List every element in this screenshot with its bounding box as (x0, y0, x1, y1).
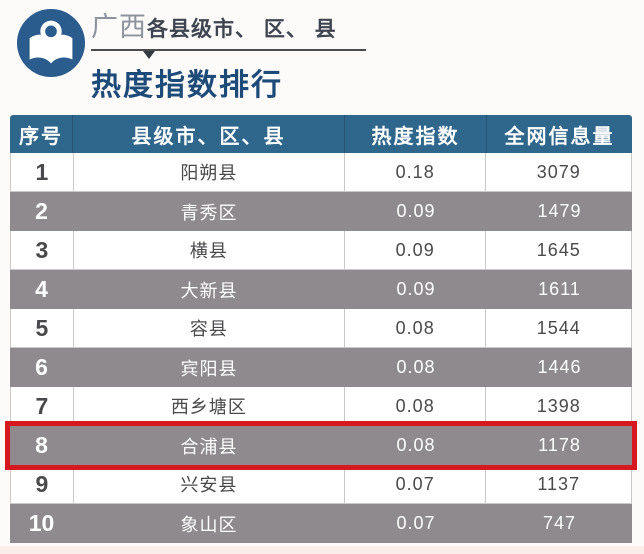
cell-info-volume: 1398 (536, 395, 581, 416)
table-row: 7 西乡塘区 0.08 1398 (10, 387, 632, 426)
brand-header: 广西各县级市、 区、 县 热度指数排行 (16, 8, 366, 104)
title-rest: 各县级市、 区、 县 (147, 18, 337, 41)
table-body: 1 阳朔县 0.18 3079 2 青秀区 0.09 1479 3 横县 0.09 1645 4 大新县 0… (10, 153, 632, 543)
cell-heat-index: 0.08 (396, 435, 436, 455)
cell-county-name: 横县 (74, 231, 345, 269)
table-row: 5 容县 0.08 1544 (10, 309, 632, 348)
cell-info-volume: 1479 (537, 201, 582, 221)
cell-heat-index: 0.07 (396, 513, 436, 533)
cell-heat-index: 0.08 (345, 309, 487, 347)
cell-heat-index: 0.18 (345, 153, 487, 191)
cell-rank: 10 (28, 510, 55, 536)
cell-rank: 9 (11, 465, 74, 503)
table-row: 10 象山区 0.07 747 (10, 504, 632, 543)
title-region: 广西 (91, 12, 147, 42)
table-row: 1 阳朔县 0.18 3079 (10, 153, 632, 192)
cell-rank: 6 (35, 354, 48, 380)
cell-rank: 1 (11, 153, 74, 191)
cell-rank: 5 (11, 309, 74, 347)
cell-info-volume: 747 (542, 513, 577, 533)
table-header-row: 序号 县级市、区、县 热度指数 全网信息量 (10, 115, 632, 153)
page-title: 广西各县级市、 区、 县 (91, 13, 366, 46)
cell-county-name: 青秀区 (180, 202, 238, 223)
cell-county-name: 宾阳县 (180, 358, 238, 379)
cell-info-volume: 3079 (536, 161, 581, 182)
brand-title-block: 广西各县级市、 区、 县 热度指数排行 (91, 8, 366, 104)
title-underline (91, 49, 366, 59)
cell-info-volume: 1137 (537, 473, 581, 494)
cell-info-volume: 1178 (538, 435, 581, 455)
cell-heat-index: 0.08 (396, 357, 436, 377)
cell-rank: 7 (11, 387, 74, 425)
cell-rank: 3 (11, 231, 74, 269)
cell-info-volume: 1446 (537, 357, 582, 377)
table-row: 2 青秀区 0.09 1479 (10, 192, 632, 231)
table-row: 9 兴安县 0.07 1137 (10, 465, 632, 504)
column-header-volume: 全网信息量 (504, 125, 615, 148)
cell-heat-index: 0.09 (345, 231, 487, 269)
reading-book-icon (16, 8, 86, 78)
cell-rank: 8 (35, 432, 48, 458)
cell-county-name: 西乡塘区 (74, 387, 345, 425)
column-header-county: 县级市、区、县 (73, 115, 345, 153)
table-row: 4 大新县 0.09 1611 (10, 270, 632, 309)
cell-heat-index: 0.09 (396, 279, 436, 299)
cell-heat-index: 0.09 (396, 201, 436, 221)
cell-county-name: 象山区 (180, 514, 238, 535)
bottom-strip (0, 546, 644, 554)
ranking-table: 序号 县级市、区、县 热度指数 全网信息量 1 阳朔县 0.18 3079 2 青秀区 0.… (10, 115, 632, 543)
table-row: 6 宾阳县 0.08 1446 (10, 348, 632, 387)
down-arrow-icon (143, 51, 155, 59)
cell-county-name: 阳朔县 (74, 153, 345, 191)
cell-info-volume: 1544 (536, 317, 581, 338)
page-subtitle: 热度指数排行 (91, 69, 283, 102)
table-row: 8 合浦县 0.08 1178 (10, 426, 632, 465)
cell-county-name: 合浦县 (180, 436, 238, 457)
cell-info-volume: 1645 (536, 239, 581, 260)
column-header-rank: 序号 (10, 115, 73, 153)
cell-county-name: 容县 (74, 309, 345, 347)
cell-heat-index: 0.08 (345, 387, 487, 425)
cell-rank: 2 (35, 198, 48, 224)
cell-rank: 4 (35, 276, 48, 302)
column-header-index: 热度指数 (345, 115, 487, 153)
cell-info-volume: 1611 (538, 279, 581, 299)
cell-county-name: 大新县 (180, 280, 238, 301)
table-row: 3 横县 0.09 1645 (10, 231, 632, 270)
cell-heat-index: 0.07 (345, 465, 487, 503)
cell-county-name: 兴安县 (74, 465, 345, 503)
